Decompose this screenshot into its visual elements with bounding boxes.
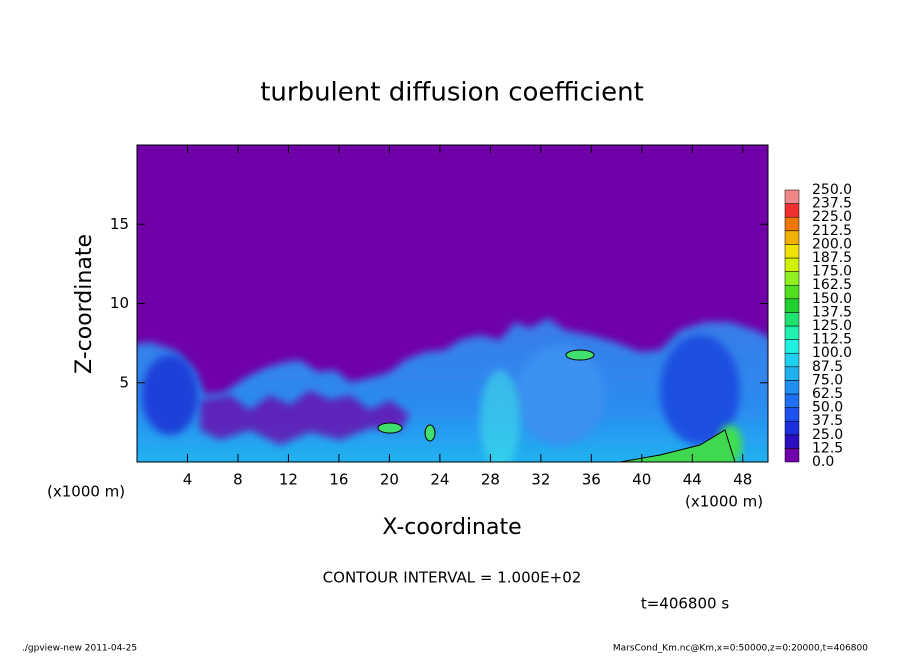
x-tick-label: 28 — [481, 471, 500, 489]
colorbar-label: 100.0 — [812, 345, 852, 361]
colorbar-label: 125.0 — [812, 318, 852, 334]
colorbar-label: 162.5 — [812, 277, 852, 293]
y-unit: (x1000 m) — [47, 483, 125, 501]
colorbar-swatch — [784, 203, 800, 218]
footer-left: ./gpview-new 2011-04-25 — [22, 644, 137, 654]
colorbar-swatch — [784, 380, 800, 395]
colorbar-label: 12.5 — [812, 440, 843, 456]
x-tick-label: 8 — [233, 471, 243, 489]
x-tick-label: 12 — [279, 471, 298, 489]
time-label: t=406800 s — [641, 595, 729, 613]
colorbar-swatch — [784, 393, 800, 408]
colorbar-label: 200.0 — [812, 236, 852, 252]
colorbar-swatch — [784, 420, 800, 436]
y-axis-label: Z-coordinate — [72, 234, 97, 374]
colorbar-label: 25.0 — [812, 427, 843, 443]
colorbar-swatch — [784, 298, 800, 313]
footer-right: MarsCond_Km.nc@Km,x=0:50000,z=0:20000,t=… — [613, 644, 868, 654]
colorbar-label: 0.0 — [812, 454, 834, 470]
chart-title: turbulent diffusion coefficient — [260, 78, 644, 108]
colorbar-label: 225.0 — [812, 209, 852, 225]
colorbar-label: 50.0 — [812, 400, 843, 416]
colorbar-label: 237.5 — [812, 196, 852, 212]
colorbar-label: 75.0 — [812, 372, 843, 388]
turbulent-field — [137, 318, 768, 462]
colorbar-label: 150.0 — [812, 291, 852, 307]
field-eddy — [142, 355, 198, 435]
colorbar-swatch — [784, 271, 800, 286]
colorbar-swatch — [784, 284, 800, 300]
x-tick-label: 36 — [582, 471, 601, 489]
x-tick-label: 24 — [430, 471, 449, 489]
colorbar-label: 37.5 — [812, 413, 843, 429]
colorbar-swatch — [784, 257, 800, 272]
x-tick-label: 20 — [380, 471, 399, 489]
contour-100 — [424, 424, 436, 442]
y-tick-label: 15 — [110, 215, 129, 233]
x-tick-label: 44 — [683, 471, 702, 489]
x-tick-label: 4 — [183, 471, 193, 489]
x-unit: (x1000 m) — [685, 493, 763, 511]
x-tick-label: 32 — [531, 471, 550, 489]
colorbar-swatch — [784, 407, 800, 422]
colorbar-label: 187.5 — [812, 250, 852, 266]
y-tick-label: 5 — [119, 373, 129, 391]
colorbar-label: 212.5 — [812, 223, 852, 239]
contour-100 — [377, 422, 403, 434]
field-eddy — [515, 345, 605, 445]
field-eddy — [480, 370, 520, 462]
colorbar-swatch — [784, 189, 800, 204]
x-axis-label: X-coordinate — [382, 515, 521, 540]
colorbar-label: 87.5 — [812, 359, 843, 375]
colorbar-label: 62.5 — [812, 386, 843, 402]
colorbar-swatch — [784, 230, 800, 245]
colorbar-swatch — [784, 244, 800, 259]
colorbar-swatch — [784, 339, 800, 354]
field-gap — [200, 390, 410, 445]
field-eddy — [660, 335, 740, 445]
colorbar-swatch — [784, 325, 800, 340]
colorbar-swatch — [784, 216, 800, 232]
y-tick-label: 10 — [110, 294, 129, 312]
colorbar-swatch — [784, 366, 800, 381]
colorbar-label: 137.5 — [812, 304, 852, 320]
colorbar-label: 175.0 — [812, 264, 852, 280]
contour-interval: CONTOUR INTERVAL = 1.000E+02 — [323, 569, 582, 587]
contour-100 — [565, 349, 595, 361]
x-tick-label: 48 — [733, 471, 752, 489]
contour-100 — [619, 429, 736, 462]
x-tick-label: 40 — [632, 471, 651, 489]
colorbar-swatch — [784, 312, 800, 327]
colorbar-label: 112.5 — [812, 332, 852, 348]
colorbar-swatch — [784, 434, 800, 449]
colorbar-label: 250.0 — [812, 182, 852, 198]
colorbar-swatch — [784, 352, 800, 368]
colorbar-swatch — [784, 448, 800, 463]
x-tick-label: 16 — [329, 471, 348, 489]
